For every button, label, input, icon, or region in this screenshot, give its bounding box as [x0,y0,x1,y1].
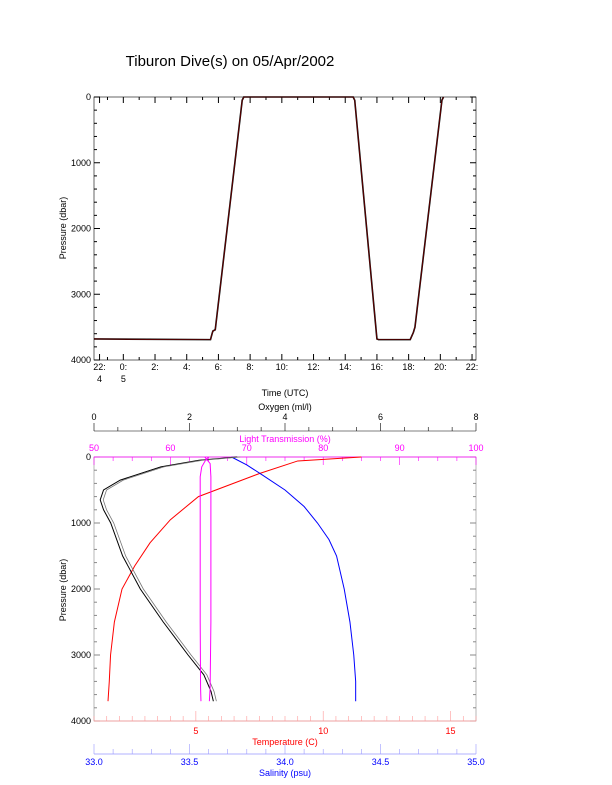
y-tick-label: 2000 [71,224,91,234]
oxygen-tick-label: 8 [473,412,478,422]
y-tick-label: 0 [86,92,91,102]
y-tick-label: 1000 [71,158,91,168]
light-transmission-up--profile [204,456,212,702]
temperature-tick-label: 10 [318,726,328,736]
figure-title: Tiburon Dive(s) on 05/Apr/2002 [126,53,335,70]
oxygen-tick-label: 6 [378,412,383,422]
y-tick-label: 2000 [71,584,91,594]
oxygen-tick-label: 2 [187,412,192,422]
pressure-line [93,96,445,341]
bottom-plot-frame [93,456,477,722]
oxygen-tick-label: 4 [282,412,287,422]
light-tick-label: 70 [242,443,252,453]
x-tick-label: 18: [402,362,415,372]
x-tick-label: 16: [371,362,384,372]
x-tick-label: 6: [215,362,223,372]
x-tick-label: 20: [434,362,447,372]
y-tick-label: 3000 [71,289,91,299]
light-tick-label: 100 [468,443,483,453]
light-tick-label: 60 [165,443,175,453]
light-axis-label: Light Transmission (%) [239,434,331,444]
salinity-profile [231,456,357,702]
salinity-tick-label: 33.5 [181,757,199,767]
temperature-tick-label: 15 [446,726,456,736]
y-tick-label: 0 [86,452,91,462]
temperature-axis-label: Temperature (C) [252,737,318,747]
x-tick-label: 4: [183,362,191,372]
salinity-tick-label: 33.0 [85,757,103,767]
oxygen-tick-label: 0 [91,412,96,422]
salinity-tick-label: 35.0 [467,757,485,767]
y-tick-label: 4000 [71,355,91,365]
salinity-tick-label: 34.5 [372,757,390,767]
x-tick-label: 0: [120,362,128,372]
x-tick-label: 22: [93,362,106,372]
oxygen-axis-label: Oxygen (ml/l) [258,402,312,412]
x-tick-label: 5 [121,374,126,384]
salinity-axis-label: Salinity (psu) [259,768,311,778]
x-tick-label: 10: [276,362,289,372]
salinity-tick-label: 34.0 [276,757,294,767]
temperature-profile [107,456,362,702]
light-tick-label: 90 [395,443,405,453]
pressure-line-overlay [93,96,444,340]
y-tick-label: 3000 [71,650,91,660]
y-axis-label: Pressure (dbar) [58,197,68,260]
y-tick-label: 4000 [71,716,91,726]
x-tick-label: 4 [97,374,102,384]
y-tick-label: 1000 [71,518,91,528]
light-tick-label: 80 [318,443,328,453]
top-plot-frame [93,96,477,361]
oxygen-profile-upcast [102,456,241,702]
x-tick-label: 12: [307,362,320,372]
light-tick-label: 50 [89,443,99,453]
x-axis-label: Time (UTC) [262,388,309,398]
y-axis-label: Pressure (dbar) [58,559,68,622]
x-tick-label: 8: [246,362,254,372]
x-tick-label: 2: [151,362,159,372]
oxygen-profile [99,456,238,702]
x-tick-label: 22: [466,362,479,372]
temperature-tick-label: 5 [193,726,198,736]
x-tick-label: 14: [339,362,352,372]
light-transmission-down--profile [199,456,209,702]
